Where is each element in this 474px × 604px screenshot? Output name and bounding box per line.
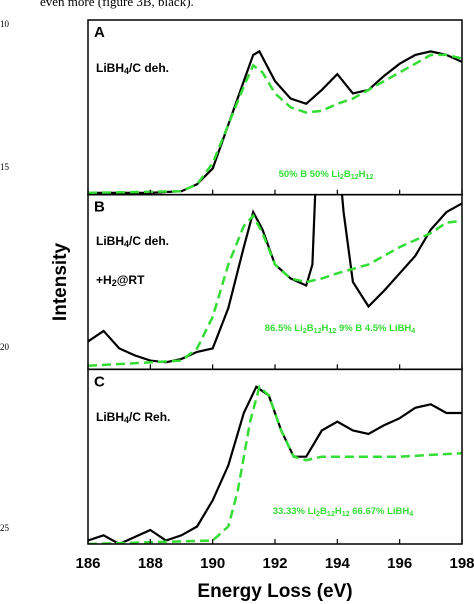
y-axis-label: Intensity <box>50 243 71 322</box>
panel-label-part: /C deh. <box>129 61 169 75</box>
x-tick-label: 196 <box>387 555 412 572</box>
header-text: even more (figure 3B, black). <box>40 0 194 9</box>
panel-label: +H2@RT <box>96 273 145 288</box>
data-line <box>88 385 462 545</box>
panel-label: LiBH4/C Reh. <box>96 410 170 425</box>
panel-label-part: 4 <box>124 415 129 425</box>
panel-label-part: 4 <box>124 239 129 249</box>
composition-label-part: 12 <box>327 510 335 518</box>
x-tick-label: 198 <box>449 555 474 572</box>
line-number: 25 <box>0 523 10 533</box>
panel-frame <box>87 19 463 196</box>
composition-label-part: H <box>322 323 329 334</box>
composition-label-part: 12 <box>314 327 322 335</box>
x-axis-label: Energy Loss (eV) <box>197 581 352 602</box>
panel-plot <box>88 49 462 195</box>
composition-label-part: H <box>335 506 342 517</box>
x-tick-label: 186 <box>75 555 100 572</box>
panel-label-part: /C Reh. <box>129 410 170 424</box>
composition-label-part: B <box>344 169 351 180</box>
x-tick-label: 192 <box>262 555 287 572</box>
composition-label-part: B <box>320 506 327 517</box>
panel-plot <box>88 194 462 368</box>
panel-label: LiBH4/C deh. <box>96 234 169 249</box>
x-tick-label: 194 <box>325 555 351 572</box>
data-line <box>88 384 462 545</box>
composition-label-part: 4 <box>409 510 413 518</box>
line-number: 15 <box>0 162 10 172</box>
composition-label-part: 50% B 50% Li <box>279 169 340 180</box>
composition-label-part: 2 <box>340 173 344 181</box>
composition-label-part: 12 <box>342 510 350 518</box>
panel-label-part: LiBH <box>96 234 124 248</box>
panel-label-part: 2 <box>112 278 117 288</box>
composition-label-part: 12 <box>365 173 373 181</box>
panel-label-part: /C deh. <box>129 234 169 248</box>
panel-plot <box>88 384 462 545</box>
composition-label-part: 33.33% Li <box>273 506 316 517</box>
composition-label-part: 86.5% Li <box>265 323 303 334</box>
panel-label-part: LiBH <box>96 61 124 75</box>
composition-label-part: H <box>359 169 366 180</box>
data-line <box>88 213 462 368</box>
x-tick-label: 188 <box>138 555 163 572</box>
composition-label-part: 4 <box>411 327 415 335</box>
composition-label: 86.5% Li2B12H12 9% B 4.5% LiBH4 <box>265 323 416 335</box>
composition-label-part: 2 <box>316 510 320 518</box>
line-number: 20 <box>0 342 10 352</box>
panel-letter: A <box>94 24 105 41</box>
line-number: 10 <box>0 19 10 29</box>
panel-label-part: +H <box>96 273 112 287</box>
panel-label-part: @RT <box>117 273 145 287</box>
composition-label-part: 2 <box>303 327 307 335</box>
panel-letter: B <box>94 199 105 216</box>
composition-label: 33.33% Li2B12H12 66.67% LiBH4 <box>273 506 414 518</box>
composition-label-part: 66.67% LiBH <box>350 506 410 517</box>
panel-label-part: 4 <box>124 66 129 76</box>
composition-label: 50% B 50% Li2B12H12 <box>279 169 374 181</box>
composition-label-part: 9% B 4.5% LiBH <box>336 323 411 334</box>
composition-label-part: B <box>307 323 314 334</box>
panel-label-part: LiBH <box>96 410 124 424</box>
x-tick-label: 190 <box>200 555 225 572</box>
panel-letter: C <box>94 373 105 390</box>
data-line <box>88 53 462 195</box>
composition-label-part: 12 <box>328 327 336 335</box>
panel-label: LiBH4/C deh. <box>96 61 169 76</box>
composition-label-part: 12 <box>351 173 359 181</box>
